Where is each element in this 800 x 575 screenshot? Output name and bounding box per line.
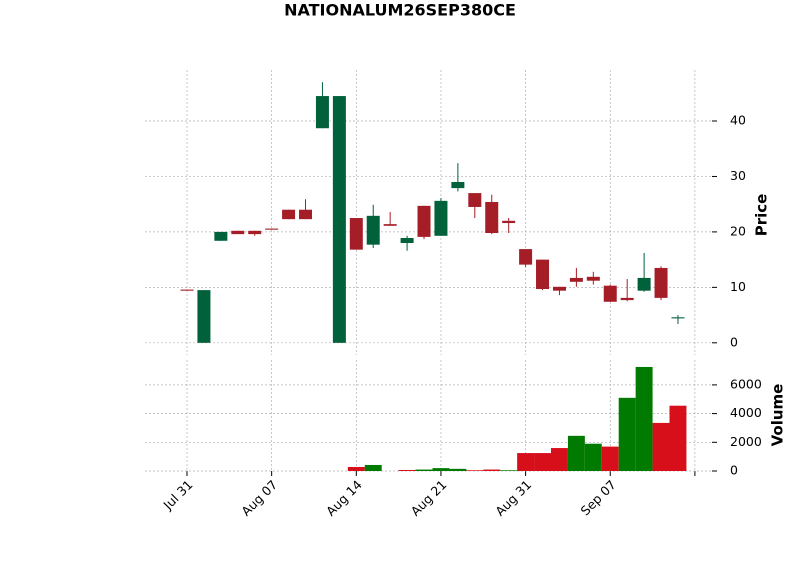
candle-body [366, 215, 380, 245]
candle-body [586, 276, 600, 281]
volume-bar [398, 469, 416, 471]
candle-body [569, 277, 583, 282]
candle-body [451, 182, 465, 189]
volume-bar [635, 366, 653, 471]
x-tick-label: Aug 31 [492, 477, 534, 519]
candle-body [383, 224, 397, 226]
candle-body [299, 209, 313, 220]
y-tick-label: 0 [730, 334, 738, 349]
y-tick-label: 20 [730, 223, 746, 238]
volume-bar [534, 453, 551, 471]
x-tick-label: Aug 07 [238, 477, 280, 519]
candle-body [485, 201, 499, 234]
candle-body [603, 285, 617, 302]
volume-bar [347, 466, 365, 471]
candle-body [519, 249, 533, 265]
candle-body [536, 259, 550, 290]
volume-bar [517, 453, 535, 471]
volume-bar [483, 469, 501, 471]
y2-axis-label: Volume [769, 384, 787, 447]
volume-bar [364, 464, 382, 471]
volume-bar [449, 468, 467, 471]
volume-bar [432, 468, 450, 471]
candle-body [349, 218, 363, 250]
candle-body [248, 230, 262, 235]
candle-body [417, 205, 431, 237]
volume-bar [618, 397, 636, 471]
candle-body [315, 96, 329, 129]
x-tick-label: Aug 21 [408, 477, 450, 519]
candle-body [332, 96, 346, 343]
candle-body [197, 290, 211, 343]
y2-tick-label: 0 [730, 463, 738, 478]
y-axis-label: Price [753, 194, 771, 237]
y-tick-label: 10 [730, 279, 746, 294]
y2-tick-label: 4000 [730, 405, 762, 420]
candle-body [265, 228, 279, 230]
volume-bar [500, 470, 518, 471]
candle-body [400, 238, 414, 243]
candle-body [282, 209, 296, 220]
candle-body [231, 230, 245, 235]
candle-body [502, 220, 516, 224]
candle-body [671, 317, 685, 319]
chart-title: NATIONALUM26SEP380CE [284, 1, 516, 20]
x-tick-label: Jul 31 [160, 477, 196, 513]
volume-bar [652, 422, 670, 471]
x-tick-label: Aug 14 [323, 477, 365, 519]
volume-bar [601, 446, 619, 471]
y-tick-label: 30 [730, 168, 746, 183]
candle-body [620, 297, 634, 301]
volume-bar [567, 435, 585, 471]
volume-bar [550, 448, 568, 471]
candle-body [434, 200, 448, 236]
volume-bar [584, 443, 602, 471]
candle-body [637, 277, 651, 291]
candle-body [214, 231, 228, 241]
candle-body [468, 193, 482, 207]
candle-body [552, 286, 566, 291]
volume-bar [415, 469, 433, 471]
y-tick-label: 40 [730, 113, 746, 128]
y2-tick-label: 6000 [730, 376, 762, 391]
volume-bar [669, 405, 687, 471]
candle-body [654, 267, 668, 298]
x-tick-label: Sep 07 [578, 477, 619, 518]
volume-bar [466, 470, 484, 471]
candle-body [180, 289, 194, 291]
y2-tick-label: 2000 [730, 434, 762, 449]
